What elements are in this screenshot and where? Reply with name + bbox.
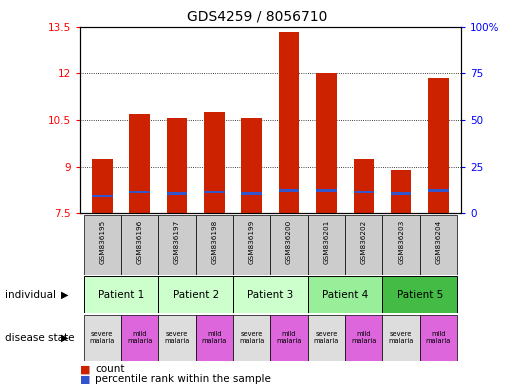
Text: severe
malaria: severe malaria [314, 331, 339, 344]
Bar [83, 276, 158, 313]
Bar [233, 276, 308, 313]
Bar [129, 190, 150, 194]
Bar [270, 215, 308, 275]
Text: GSM836196: GSM836196 [136, 220, 143, 264]
Bar [158, 276, 233, 313]
Bar [308, 315, 345, 361]
Text: mild
malaria: mild malaria [351, 331, 376, 344]
Bar [353, 159, 374, 213]
Bar [270, 315, 308, 361]
Bar [83, 215, 121, 275]
Text: disease state: disease state [5, 333, 75, 343]
Bar [420, 315, 457, 361]
Text: GSM836201: GSM836201 [323, 220, 330, 264]
Text: individual: individual [5, 290, 56, 300]
Bar [383, 215, 420, 275]
Text: count: count [95, 364, 125, 374]
Bar [428, 78, 449, 213]
Bar [428, 189, 449, 192]
Text: GSM836199: GSM836199 [249, 220, 255, 264]
Text: Patient 4: Patient 4 [322, 290, 368, 300]
Text: severe
malaria: severe malaria [388, 331, 414, 344]
Bar [345, 215, 383, 275]
Bar [391, 192, 411, 195]
Text: severe
malaria: severe malaria [239, 331, 264, 344]
Bar [196, 215, 233, 275]
Text: Patient 3: Patient 3 [247, 290, 294, 300]
Text: mild
malaria: mild malaria [127, 331, 152, 344]
Bar [158, 315, 196, 361]
Bar [279, 189, 299, 192]
Bar [308, 215, 345, 275]
Bar [92, 195, 112, 197]
Text: mild
malaria: mild malaria [277, 331, 302, 344]
Bar [233, 215, 270, 275]
Bar [383, 276, 457, 313]
Bar [158, 215, 196, 275]
Bar [279, 31, 299, 213]
Text: ■: ■ [80, 374, 90, 384]
Bar [121, 315, 158, 361]
Bar [204, 112, 225, 213]
Bar [420, 215, 457, 275]
Text: Patient 5: Patient 5 [397, 290, 443, 300]
Text: percentile rank within the sample: percentile rank within the sample [95, 374, 271, 384]
Text: severe
malaria: severe malaria [90, 331, 115, 344]
Bar [391, 170, 411, 213]
Bar [242, 118, 262, 213]
Bar [345, 315, 383, 361]
Text: GSM836203: GSM836203 [398, 220, 404, 264]
Bar [121, 215, 158, 275]
Bar [308, 276, 383, 313]
Text: ▶: ▶ [61, 333, 68, 343]
Text: GSM836202: GSM836202 [361, 220, 367, 264]
Bar [316, 73, 337, 213]
Bar [242, 192, 262, 195]
Text: ▶: ▶ [61, 290, 68, 300]
Text: Patient 2: Patient 2 [173, 290, 219, 300]
Text: GSM836204: GSM836204 [436, 220, 441, 264]
Bar [383, 315, 420, 361]
Text: Patient 1: Patient 1 [98, 290, 144, 300]
Bar [167, 118, 187, 213]
Bar [196, 315, 233, 361]
Text: GSM836200: GSM836200 [286, 220, 292, 264]
Text: mild
malaria: mild malaria [202, 331, 227, 344]
Bar [167, 192, 187, 195]
Bar [92, 159, 112, 213]
Bar [316, 189, 337, 192]
Bar [353, 190, 374, 194]
Text: ■: ■ [80, 364, 90, 374]
Bar [83, 315, 121, 361]
Bar [204, 190, 225, 194]
Text: severe
malaria: severe malaria [164, 331, 190, 344]
Text: GDS4259 / 8056710: GDS4259 / 8056710 [187, 10, 328, 23]
Bar [233, 315, 270, 361]
Text: GSM836198: GSM836198 [211, 220, 217, 264]
Text: GSM836195: GSM836195 [99, 220, 105, 264]
Text: GSM836197: GSM836197 [174, 220, 180, 264]
Text: mild
malaria: mild malaria [426, 331, 451, 344]
Bar [129, 114, 150, 213]
